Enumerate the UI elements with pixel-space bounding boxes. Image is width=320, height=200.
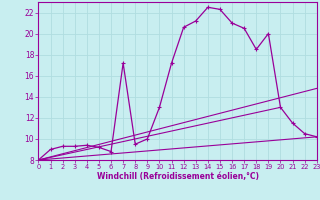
X-axis label: Windchill (Refroidissement éolien,°C): Windchill (Refroidissement éolien,°C) xyxy=(97,172,259,181)
